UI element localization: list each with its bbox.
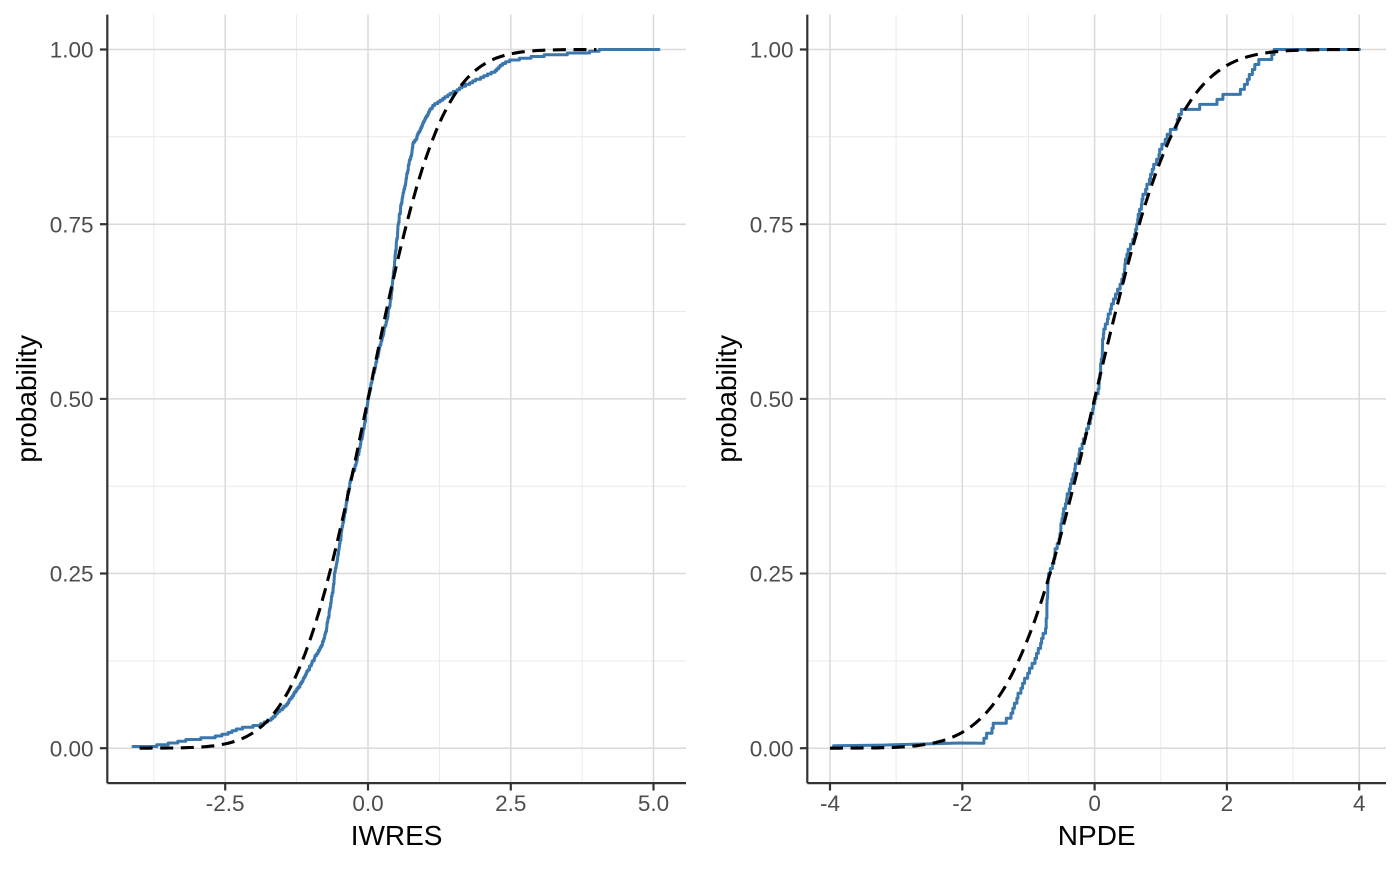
svg-text:IWRES: IWRES	[351, 820, 443, 851]
svg-text:1.00: 1.00	[50, 38, 94, 63]
svg-text:0.75: 0.75	[50, 212, 94, 237]
svg-text:probability: probability	[711, 335, 742, 463]
svg-text:0.50: 0.50	[750, 387, 794, 412]
svg-text:-2.5: -2.5	[206, 791, 245, 816]
svg-text:4: 4	[1353, 791, 1366, 816]
svg-text:-4: -4	[820, 791, 840, 816]
svg-text:5.0: 5.0	[638, 791, 669, 816]
svg-text:NPDE: NPDE	[1058, 820, 1136, 851]
svg-text:0.00: 0.00	[50, 736, 94, 761]
svg-text:1.00: 1.00	[750, 38, 794, 63]
svg-text:0: 0	[1088, 791, 1101, 816]
svg-text:probability: probability	[11, 335, 42, 463]
svg-text:2: 2	[1221, 791, 1234, 816]
svg-text:0.75: 0.75	[750, 212, 794, 237]
svg-text:0.0: 0.0	[352, 791, 383, 816]
svg-text:-2: -2	[952, 791, 972, 816]
svg-text:0.25: 0.25	[50, 562, 94, 587]
svg-text:0.00: 0.00	[750, 736, 794, 761]
svg-text:0.50: 0.50	[50, 387, 94, 412]
svg-text:2.5: 2.5	[495, 791, 526, 816]
svg-text:0.25: 0.25	[750, 562, 794, 587]
